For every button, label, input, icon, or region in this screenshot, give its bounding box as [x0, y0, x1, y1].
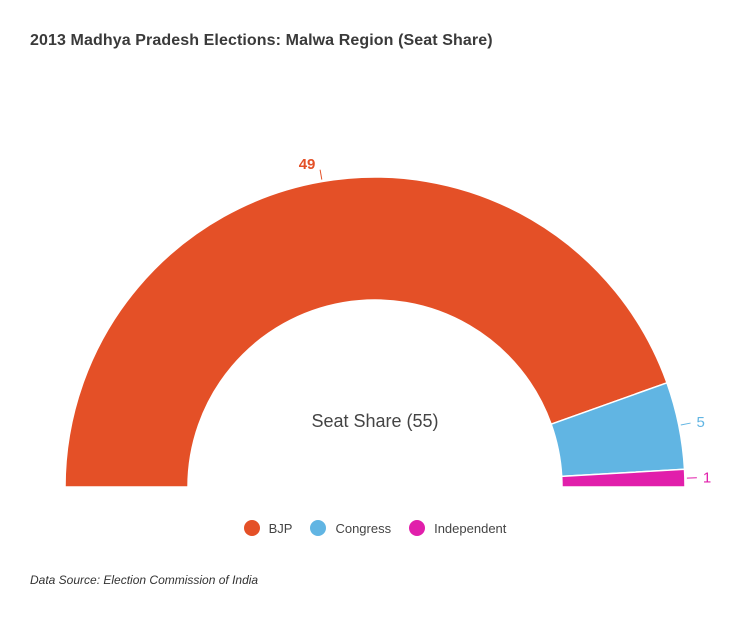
label-leader-line — [319, 169, 323, 180]
legend-label: Congress — [335, 520, 392, 536]
label-leader-line — [680, 422, 691, 426]
legend: BJP Congress Independent — [0, 520, 750, 536]
legend-label: Independent — [434, 520, 507, 536]
data-label-congress: 5 — [696, 414, 704, 431]
data-source-note: Data Source: Election Commission of Indi… — [30, 573, 259, 587]
legend-swatch-icon — [310, 520, 327, 536]
legend-item-congress[interactable]: Congress — [310, 520, 391, 536]
data-label-independent: 1 — [703, 470, 711, 487]
slice-bjp[interactable] — [64, 176, 668, 488]
slice-independent[interactable] — [560, 468, 686, 488]
center-label: Seat Share (55) — [311, 411, 439, 431]
chart-title: 2013 Madhya Pradesh Elections: Malwa Reg… — [30, 32, 493, 49]
legend-item-independent[interactable]: Independent — [409, 520, 506, 536]
legend-swatch-icon — [243, 520, 260, 536]
data-label-bjp: 49 — [299, 156, 316, 173]
legend-swatch-icon — [409, 520, 426, 536]
legend-label: BJP — [268, 520, 293, 536]
legend-item-bjp[interactable]: BJP — [243, 520, 293, 536]
